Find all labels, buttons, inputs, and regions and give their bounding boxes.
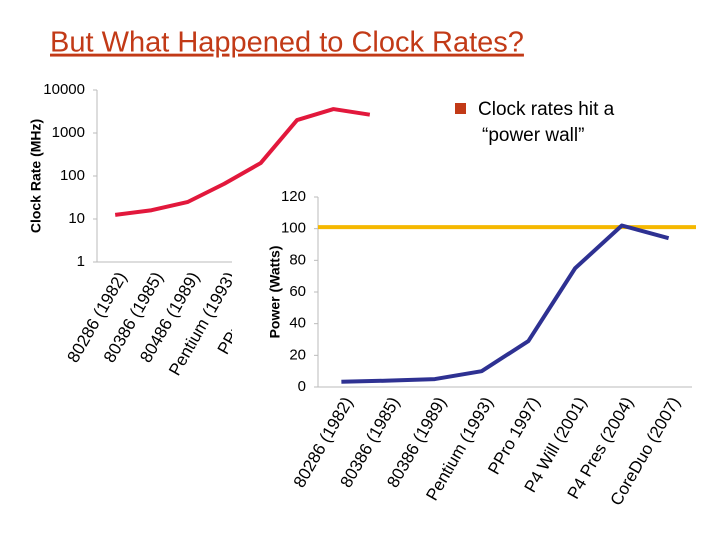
y-tick-label: 60 [289,283,306,300]
slide-title: But What Happened to Clock Rates? [50,27,524,59]
y-tick-label: 100 [281,220,306,237]
y-axis-label: Clock Rate (MHz) [28,119,44,233]
bullet-icon [455,103,466,114]
y-tick-label: 80 [289,251,306,268]
y-tick-label: 20 [289,346,306,363]
y-tick-label: 1000 [52,124,85,141]
y-tick-label: 10000 [43,81,85,98]
y-tick-label: 0 [298,378,306,395]
y-tick-label: 100 [60,167,85,184]
data-line [341,223,670,384]
y-tick-label: 1 [77,253,85,270]
bullet-text: “power wall” [482,125,584,146]
chart-background [232,185,720,540]
bullet-text: Clock rates hit a [478,99,615,120]
data-line [114,107,371,217]
y-axis-label: Power (Watts) [267,246,283,339]
y-tick-label: 120 [281,188,306,205]
y-tick-label: 10 [68,210,85,227]
y-tick-label: 40 [289,315,306,332]
